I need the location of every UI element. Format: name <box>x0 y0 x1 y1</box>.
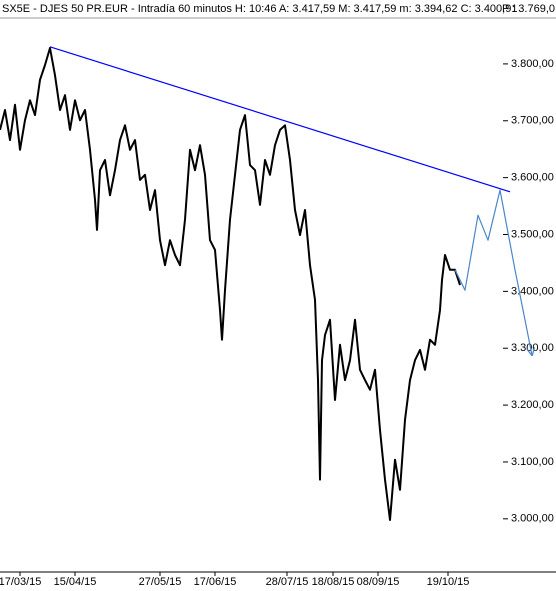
y-tick-label: 3.700,00 <box>511 115 554 127</box>
x-tick-label: 27/05/15 <box>139 576 182 588</box>
y-tick-label: 3.800,00 <box>511 58 554 70</box>
x-tick-label: 17/03/15 <box>0 576 41 588</box>
x-tick-label: 15/04/15 <box>54 576 97 588</box>
series-line <box>454 189 532 355</box>
x-tick-label: 18/08/15 <box>312 576 355 588</box>
x-tick-label: 28/07/15 <box>266 576 309 588</box>
y-tick-label: 3.600,00 <box>511 172 554 184</box>
last-price: P : 3.769,0 <box>502 3 555 15</box>
x-tick-label: 19/10/15 <box>427 576 470 588</box>
y-tick-label: 3.100,00 <box>511 456 554 468</box>
y-tick-label: 3.200,00 <box>511 399 554 411</box>
y-tick-label: 3.300,00 <box>511 342 554 354</box>
y-tick-label: 3.400,00 <box>511 285 554 297</box>
x-tick-label: 17/06/15 <box>194 576 237 588</box>
chart-title: SX5E - DJES 50 PR.EUR - Intradía 60 minu… <box>2 3 517 15</box>
y-tick-label: 3.500,00 <box>511 228 554 240</box>
series-line <box>49 46 511 193</box>
series-line <box>0 47 461 521</box>
x-tick-label: 08/09/15 <box>357 576 400 588</box>
y-tick-label: 3.000,00 <box>511 513 554 525</box>
